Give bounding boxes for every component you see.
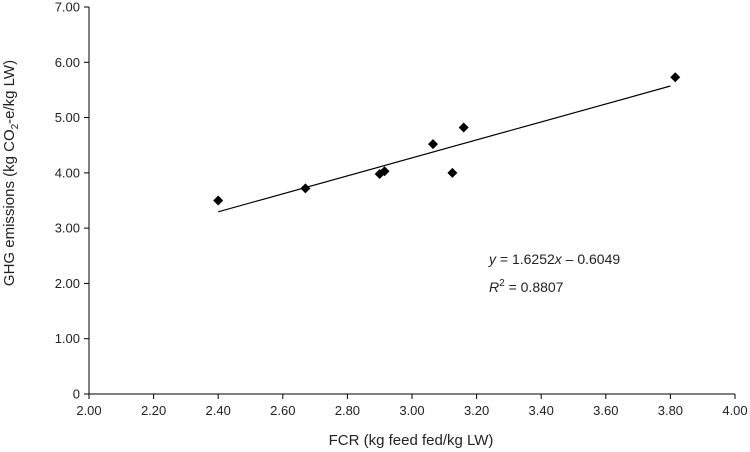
y-tick-label: 2.00 <box>55 276 80 291</box>
r-squared-r: R <box>489 279 499 295</box>
data-point <box>670 72 681 83</box>
r-squared-value: = 0.8807 <box>505 279 564 295</box>
data-point <box>447 167 458 178</box>
trendline-group <box>218 85 671 213</box>
data-point <box>379 166 390 177</box>
equation-y: y <box>488 251 497 267</box>
y-axis-title-part-1: GHG emissions (kg CO <box>1 129 18 286</box>
y-axis-title-subscript: 2 <box>10 123 21 129</box>
x-tick-label: 3.60 <box>593 403 618 418</box>
x-tick-label: 2.80 <box>335 403 360 418</box>
y-tick-label: 0 <box>73 387 80 402</box>
data-point <box>213 195 224 206</box>
x-tick-label: 3.00 <box>399 403 424 418</box>
x-tick-label: 2.60 <box>270 403 295 418</box>
x-tick-label: 2.40 <box>206 403 231 418</box>
r-squared-label: R2 = 0.8807 <box>489 278 564 295</box>
y-tick-label: 4.00 <box>55 165 80 180</box>
trendline <box>218 85 671 213</box>
data-point <box>427 139 438 150</box>
y-tick-label: 1.00 <box>55 331 80 346</box>
equation-intercept: – 0.6049 <box>562 251 621 267</box>
x-tick-label: 2.20 <box>141 403 166 418</box>
regression-equation: y = 1.6252x – 0.6049 <box>488 251 620 267</box>
y-tick-label: 3.00 <box>55 221 80 236</box>
y-axis-ticks: 0 1.00 2.00 3.00 4.00 5.00 6.00 7.00 <box>55 0 89 402</box>
data-point <box>458 122 469 133</box>
x-tick-label: 4.00 <box>722 403 747 418</box>
y-axis-title: GHG emissions (kg CO2-e/kg LW) <box>1 60 21 286</box>
y-tick-label: 7.00 <box>55 0 80 15</box>
r-squared-superscript: 2 <box>499 278 505 289</box>
x-axis-title: FCR (kg feed fed/kg LW) <box>329 432 494 449</box>
equation-slope: = 1.6252 <box>496 251 555 267</box>
y-axis-title-part-2: -e/kg LW) <box>1 60 18 124</box>
y-tick-label: 5.00 <box>55 110 80 125</box>
axes <box>88 7 735 395</box>
data-points <box>213 72 681 206</box>
x-axis-ticks: 2.00 2.20 2.40 2.60 2.80 3.00 3.20 3.40 3.60 3.80… <box>76 394 748 418</box>
x-tick-label: 3.80 <box>658 403 683 418</box>
x-tick-label: 3.20 <box>464 403 489 418</box>
data-point <box>300 183 311 194</box>
x-tick-label: 3.40 <box>529 403 554 418</box>
equation-x: x <box>554 251 563 267</box>
x-tick-label: 2.00 <box>76 403 101 418</box>
y-tick-label: 6.00 <box>55 55 80 70</box>
